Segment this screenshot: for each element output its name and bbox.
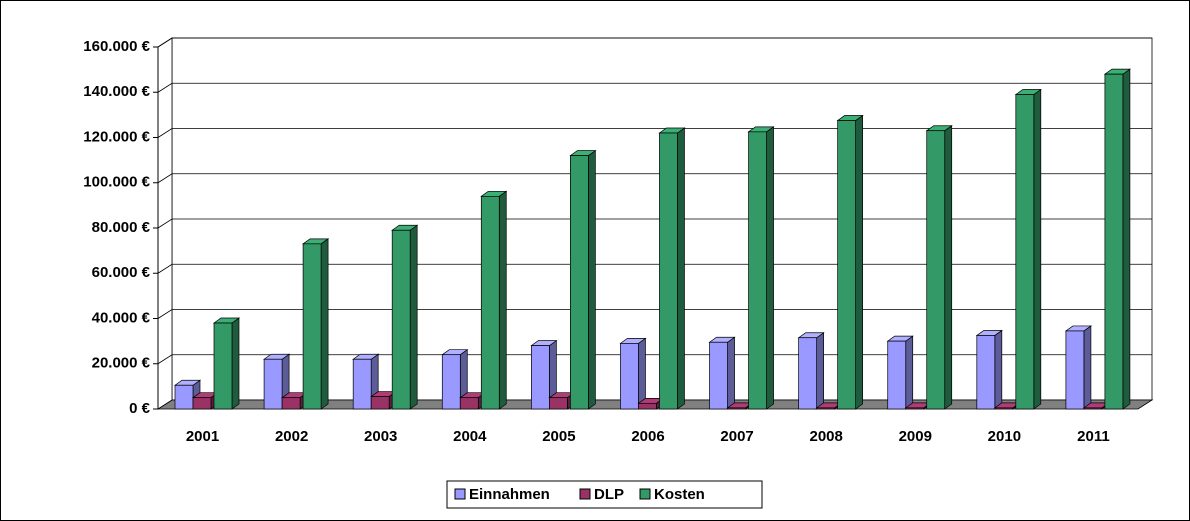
- bar-side: [816, 332, 824, 410]
- x-tick-label: 2003: [364, 428, 397, 445]
- bar-side: [320, 238, 329, 410]
- legend-label: DLP: [594, 486, 624, 503]
- legend-swatch: [454, 488, 466, 500]
- bar-side: [944, 125, 953, 410]
- grid-line: [157, 218, 1152, 229]
- bar: [213, 322, 233, 410]
- bar-side: [1033, 88, 1042, 410]
- bar: [459, 397, 479, 410]
- x-tick-label: 2002: [275, 428, 308, 445]
- y-tick-label: 160.000 €: [83, 38, 150, 55]
- y-tick-label: 60.000 €: [92, 264, 151, 281]
- bar: [1104, 73, 1124, 410]
- x-tick-label: 2008: [809, 428, 842, 445]
- y-tick-label: 40.000 €: [92, 309, 151, 326]
- grid-line: [157, 173, 1152, 184]
- bar: [531, 345, 550, 410]
- bar: [887, 340, 907, 410]
- x-tick-label: 2005: [542, 428, 575, 445]
- x-tick-label: 2009: [899, 428, 932, 445]
- bar: [480, 195, 500, 410]
- y-tick-label: 140.000 €: [83, 83, 150, 100]
- grid-line: [157, 128, 1152, 138]
- x-tick-label: 2004: [453, 428, 487, 445]
- bar-side: [588, 149, 596, 410]
- x-tick-label: 2001: [186, 428, 219, 445]
- bar-side: [677, 127, 685, 410]
- bar: [816, 407, 835, 410]
- bar: [281, 397, 301, 410]
- bar: [727, 407, 746, 410]
- bar: [994, 407, 1014, 410]
- bar: [837, 120, 856, 410]
- bar-side: [994, 329, 1003, 410]
- grid-line: [157, 354, 1152, 365]
- bar-side: [766, 126, 774, 410]
- grid-line: [157, 82, 1152, 93]
- bar: [352, 358, 372, 410]
- grid-line: [157, 263, 1152, 274]
- bar: [976, 335, 996, 410]
- bar: [748, 131, 767, 410]
- bar: [1083, 407, 1103, 410]
- bar: [638, 402, 657, 410]
- bar-side: [727, 336, 735, 410]
- x-tick-label: 2010: [988, 428, 1021, 445]
- grid-line: [157, 309, 1152, 319]
- bar-side: [855, 114, 863, 410]
- bar: [302, 243, 322, 410]
- bar: [174, 384, 194, 410]
- bar-side: [409, 224, 418, 410]
- bar-side: [638, 337, 646, 410]
- legend-swatch: [639, 488, 651, 500]
- y-tick-label: 100.000 €: [83, 174, 150, 191]
- legend: Einnahmen DLP Kosten: [446, 480, 763, 509]
- y-tick-label: 120.000 €: [83, 128, 150, 145]
- legend-label: Einnahmen: [469, 486, 550, 503]
- bar: [905, 407, 925, 410]
- legend-swatch: [579, 488, 591, 500]
- legend-label: Kosten: [654, 486, 705, 503]
- bar: [549, 397, 568, 410]
- bar: [620, 343, 639, 410]
- bar: [659, 132, 678, 410]
- legend-box: [446, 480, 763, 509]
- bar: [570, 155, 589, 410]
- bar: [926, 130, 946, 410]
- bar: [798, 337, 817, 410]
- bar-side: [1083, 325, 1092, 410]
- bar: [1065, 330, 1085, 410]
- x-tick-label: 2011: [1077, 428, 1110, 445]
- bar: [1015, 94, 1035, 410]
- x-tick-label: 2007: [720, 428, 753, 445]
- bar-side: [498, 190, 507, 410]
- bar-side: [905, 335, 914, 410]
- y-tick-label: 80.000 €: [92, 219, 151, 236]
- bar: [391, 229, 411, 410]
- bar: [709, 341, 728, 410]
- y-tick-label: 0 €: [129, 400, 151, 417]
- bar: [370, 396, 390, 410]
- grid-line: [157, 37, 1152, 48]
- bar-side: [231, 317, 240, 410]
- bar-side: [1122, 68, 1131, 410]
- bar: [441, 354, 461, 410]
- x-tick-label: 2006: [631, 428, 664, 445]
- bar: [263, 358, 283, 410]
- y-tick-label: 20.000 €: [92, 355, 151, 372]
- bar: [192, 397, 212, 410]
